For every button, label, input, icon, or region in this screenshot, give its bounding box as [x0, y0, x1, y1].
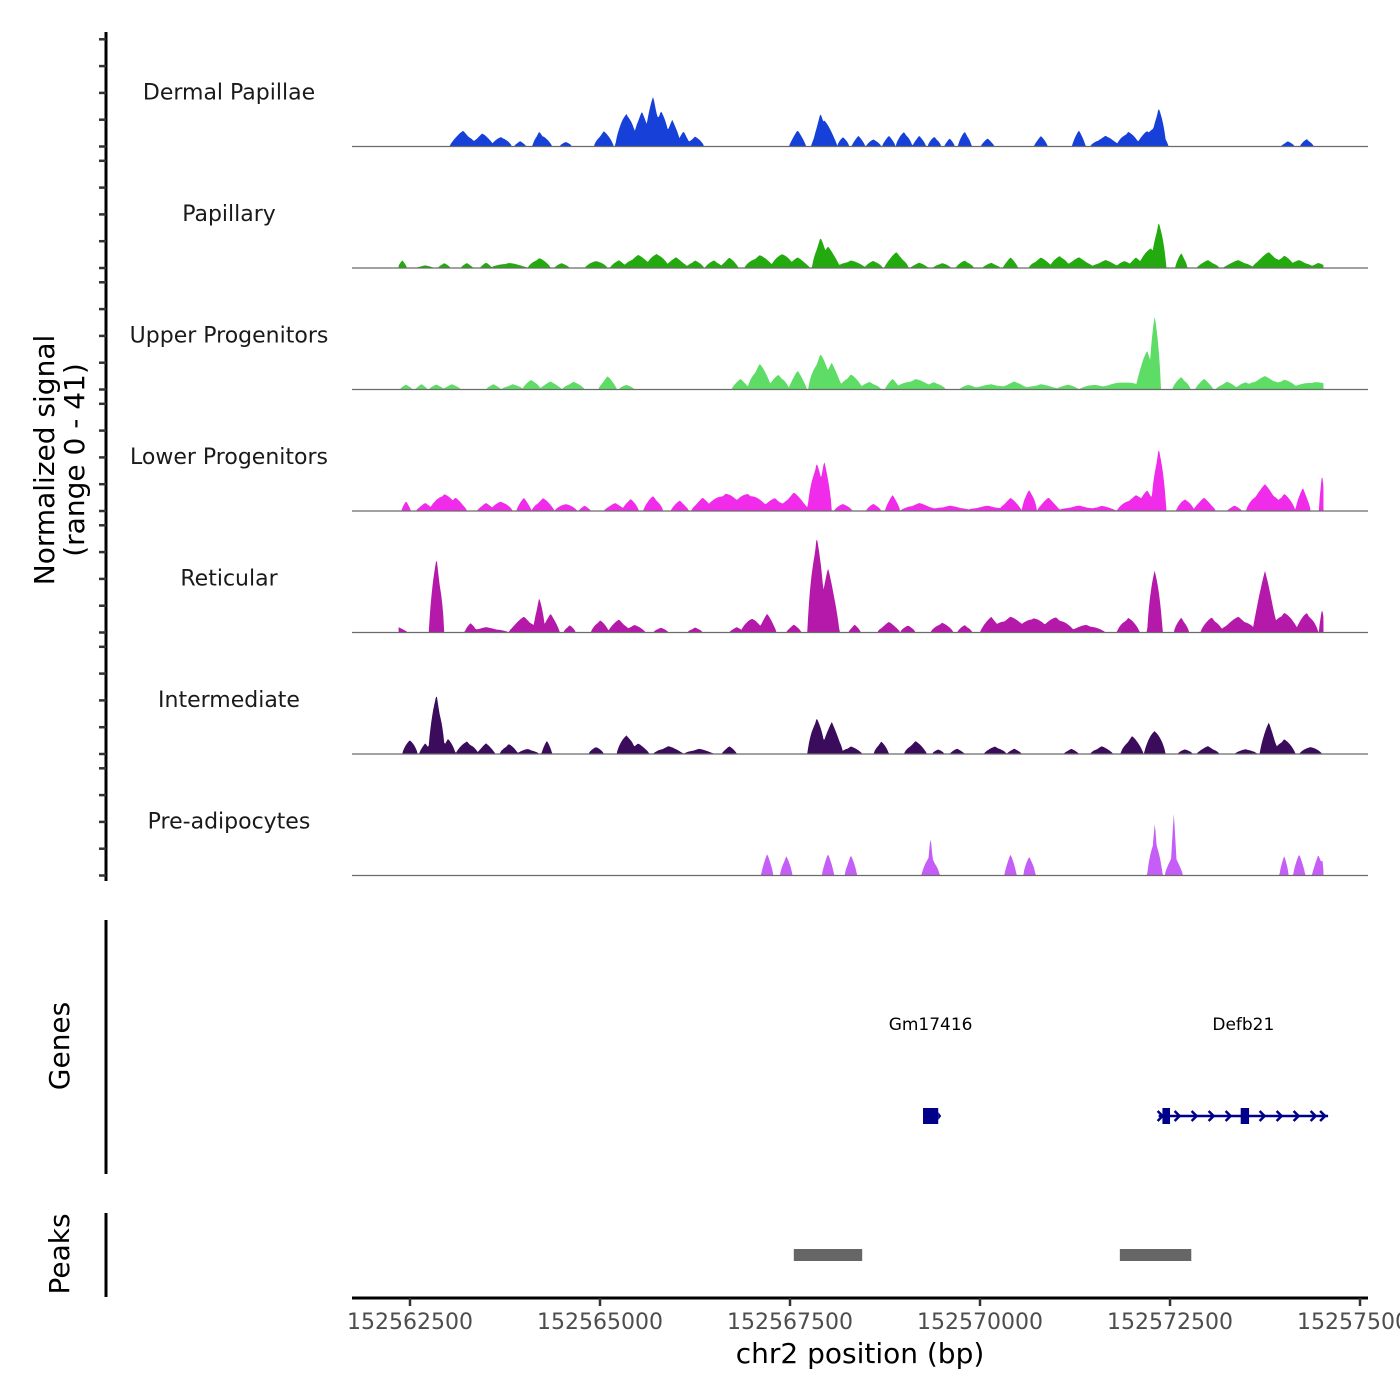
y-axis-title: Normalized signal (range 0 - 41) [28, 335, 91, 586]
x-tick-label: 152575000 [1297, 1310, 1400, 1335]
strand-arrow-icon [1190, 1110, 1199, 1122]
x-axis-title: chr2 position (bp) [736, 1337, 985, 1370]
track-label: Intermediate [158, 688, 300, 713]
signal-area [398, 450, 1324, 511]
x-tick-label: 152565000 [537, 1310, 663, 1335]
track-pre-adipocytes: Pre-adipocytes [148, 810, 1368, 877]
strand-arrow-icon [1224, 1110, 1233, 1122]
peak-region [1119, 1249, 1192, 1261]
signal-area [398, 224, 1324, 268]
strand-arrow-icon [938, 1112, 942, 1120]
x-tick-label: 152562500 [347, 1310, 473, 1335]
gene-label: Defb21 [1212, 1015, 1274, 1035]
x-tick-label: 152570000 [917, 1310, 1043, 1335]
strand-arrow-icon [1319, 1110, 1327, 1122]
x-tick-label: 152572500 [1107, 1310, 1233, 1335]
exon [1240, 1108, 1250, 1124]
peaks-track-label: Peaks [43, 1213, 76, 1294]
track-reticular: Reticular [180, 540, 1368, 634]
x-axis-ticks: 152562500 152565000 152567500 152570000 1525… [347, 1298, 1400, 1335]
track-upper-progenitors: Upper Progenitors [130, 316, 1368, 391]
signal-area [398, 316, 1324, 390]
track-lower-progenitors: Lower Progenitors [130, 445, 1368, 512]
gene-label: Gm17416 [889, 1015, 973, 1035]
strand-arrow-icon [1241, 1110, 1250, 1122]
track-label: Papillary [182, 202, 276, 227]
y-axis-title-line1: Normalized signal [28, 335, 61, 586]
track-label: Lower Progenitors [130, 445, 328, 470]
signal-area [398, 814, 1324, 876]
signal-area [398, 540, 1324, 633]
strand-arrow-icon [1173, 1110, 1182, 1122]
strand-arrow-icon [1207, 1110, 1216, 1122]
strand-arrow-icon [1309, 1110, 1318, 1122]
track-papillary: Papillary [182, 202, 1368, 269]
exon [923, 1108, 939, 1124]
track-dermal-papillae: Dermal Papillae [143, 81, 1368, 148]
track-label: Upper Progenitors [130, 324, 329, 349]
y-axis-title-line2: (range 0 - 41) [58, 363, 91, 557]
x-tick-label: 152567500 [727, 1310, 853, 1335]
gene-gm17416: Gm17416 [889, 1015, 973, 1124]
strand-arrow-icon [1258, 1110, 1267, 1122]
track-label: Reticular [180, 567, 278, 592]
gene-models: Gm17416 Defb21 [889, 1015, 1329, 1124]
y-axis-ticks [99, 38, 106, 877]
coverage-tracks: Dermal Papillae Papillary Upper Progenitor… [130, 81, 1368, 877]
peak-regions [793, 1249, 1192, 1261]
strand-arrow-icon [1275, 1110, 1284, 1122]
strand-arrow-icon [1156, 1110, 1165, 1122]
track-intermediate: Intermediate [158, 688, 1368, 755]
track-label: Pre-adipocytes [148, 810, 311, 835]
signal-area [398, 696, 1324, 754]
strand-arrow-icon [1292, 1110, 1301, 1122]
exon [1162, 1108, 1171, 1124]
genes-track-label: Genes [43, 1002, 76, 1090]
track-label: Dermal Papillae [143, 81, 315, 106]
signal-area [398, 97, 1324, 147]
peak-region [793, 1249, 863, 1261]
gene-defb21: Defb21 [1156, 1015, 1329, 1124]
